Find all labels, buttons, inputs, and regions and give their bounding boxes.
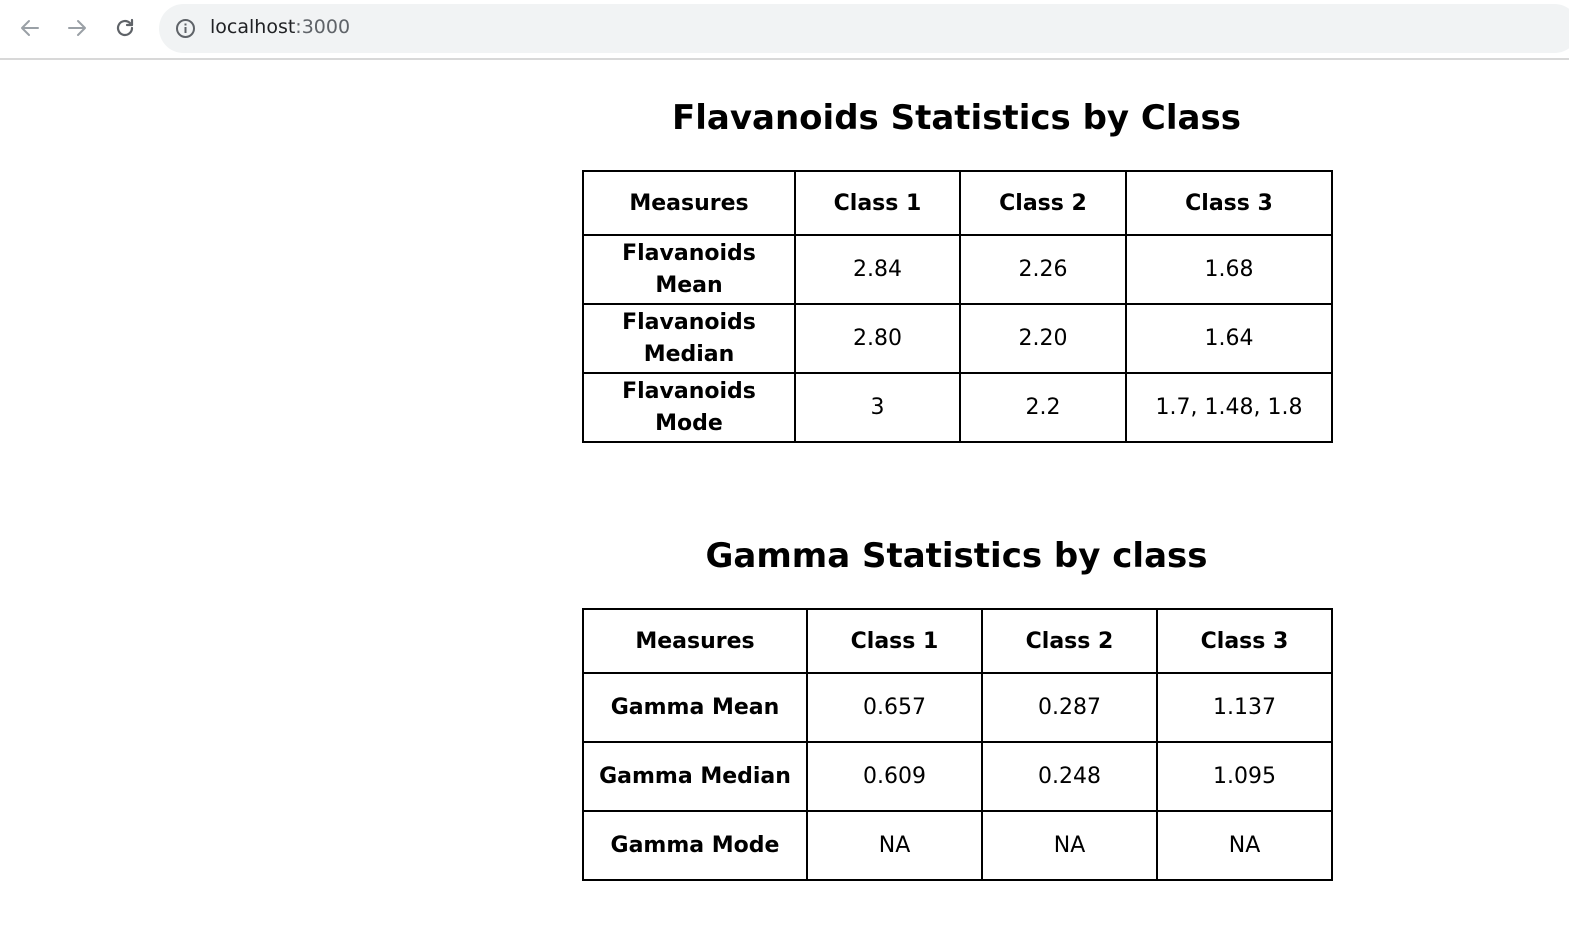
url-text[interactable]: localhost:3000: [210, 16, 350, 38]
header-measures: Measures: [582, 170, 796, 236]
forward-button[interactable]: [59, 10, 95, 46]
header-measures: Measures: [582, 608, 808, 674]
value-cell: NA: [981, 810, 1158, 881]
value-cell: 1.64: [1125, 303, 1333, 374]
value-cell: 1.137: [1156, 672, 1333, 743]
table-header-row: Measures Class 1 Class 2 Class 3: [582, 608, 1333, 674]
value-cell: NA: [806, 810, 983, 881]
browser-toolbar: localhost:3000: [0, 0, 1569, 60]
flavanoids-title: Flavanoids Statistics by Class: [672, 98, 1241, 138]
table-row: Gamma Mode NA NA NA: [582, 810, 1333, 881]
value-cell: 1.7, 1.48, 1.8: [1125, 372, 1333, 443]
table-row: Flavanoids Mode 3 2.2 1.7, 1.48, 1.8: [582, 372, 1333, 443]
gamma-table: Measures Class 1 Class 2 Class 3 Gamma M…: [582, 608, 1333, 881]
gamma-title: Gamma Statistics by class: [705, 536, 1208, 576]
info-icon[interactable]: [175, 18, 196, 39]
table-row: Flavanoids Median 2.80 2.20 1.64: [582, 303, 1333, 374]
arrow-right-icon: [68, 20, 86, 36]
value-cell: 2.26: [959, 234, 1127, 305]
url-host: localhost: [210, 16, 296, 38]
table-row: Gamma Median 0.609 0.248 1.095: [582, 741, 1333, 812]
header-class-1: Class 1: [806, 608, 983, 674]
table-row: Gamma Mean 0.657 0.287 1.137: [582, 672, 1333, 743]
arrow-left-icon: [21, 20, 39, 36]
header-class-3: Class 3: [1125, 170, 1333, 236]
address-bar[interactable]: localhost:3000: [159, 4, 1569, 53]
value-cell: NA: [1156, 810, 1333, 881]
measure-cell: Gamma Mode: [582, 810, 808, 881]
header-class-1: Class 1: [794, 170, 961, 236]
back-button[interactable]: [12, 10, 48, 46]
value-cell: 2.2: [959, 372, 1127, 443]
measure-cell: Flavanoids Median: [582, 303, 796, 374]
measure-cell: Flavanoids Mode: [582, 372, 796, 443]
table-header-row: Measures Class 1 Class 2 Class 3: [582, 170, 1333, 236]
table-row: Flavanoids Mean 2.84 2.26 1.68: [582, 234, 1333, 305]
measure-cell: Gamma Median: [582, 741, 808, 812]
url-port: :3000: [295, 16, 351, 38]
value-cell: 2.20: [959, 303, 1127, 374]
measure-cell: Flavanoids Mean: [582, 234, 796, 305]
value-cell: 3: [794, 372, 961, 443]
value-cell: 1.095: [1156, 741, 1333, 812]
value-cell: 1.68: [1125, 234, 1333, 305]
value-cell: 0.657: [806, 672, 983, 743]
value-cell: 0.248: [981, 741, 1158, 812]
header-class-2: Class 2: [959, 170, 1127, 236]
flavanoids-table: Measures Class 1 Class 2 Class 3 Flavano…: [582, 170, 1333, 443]
value-cell: 2.80: [794, 303, 961, 374]
reload-icon: [116, 18, 134, 37]
reload-button[interactable]: [107, 10, 143, 46]
header-class-3: Class 3: [1156, 608, 1333, 674]
value-cell: 0.609: [806, 741, 983, 812]
measure-cell: Gamma Mean: [582, 672, 808, 743]
header-class-2: Class 2: [981, 608, 1158, 674]
value-cell: 0.287: [981, 672, 1158, 743]
value-cell: 2.84: [794, 234, 961, 305]
